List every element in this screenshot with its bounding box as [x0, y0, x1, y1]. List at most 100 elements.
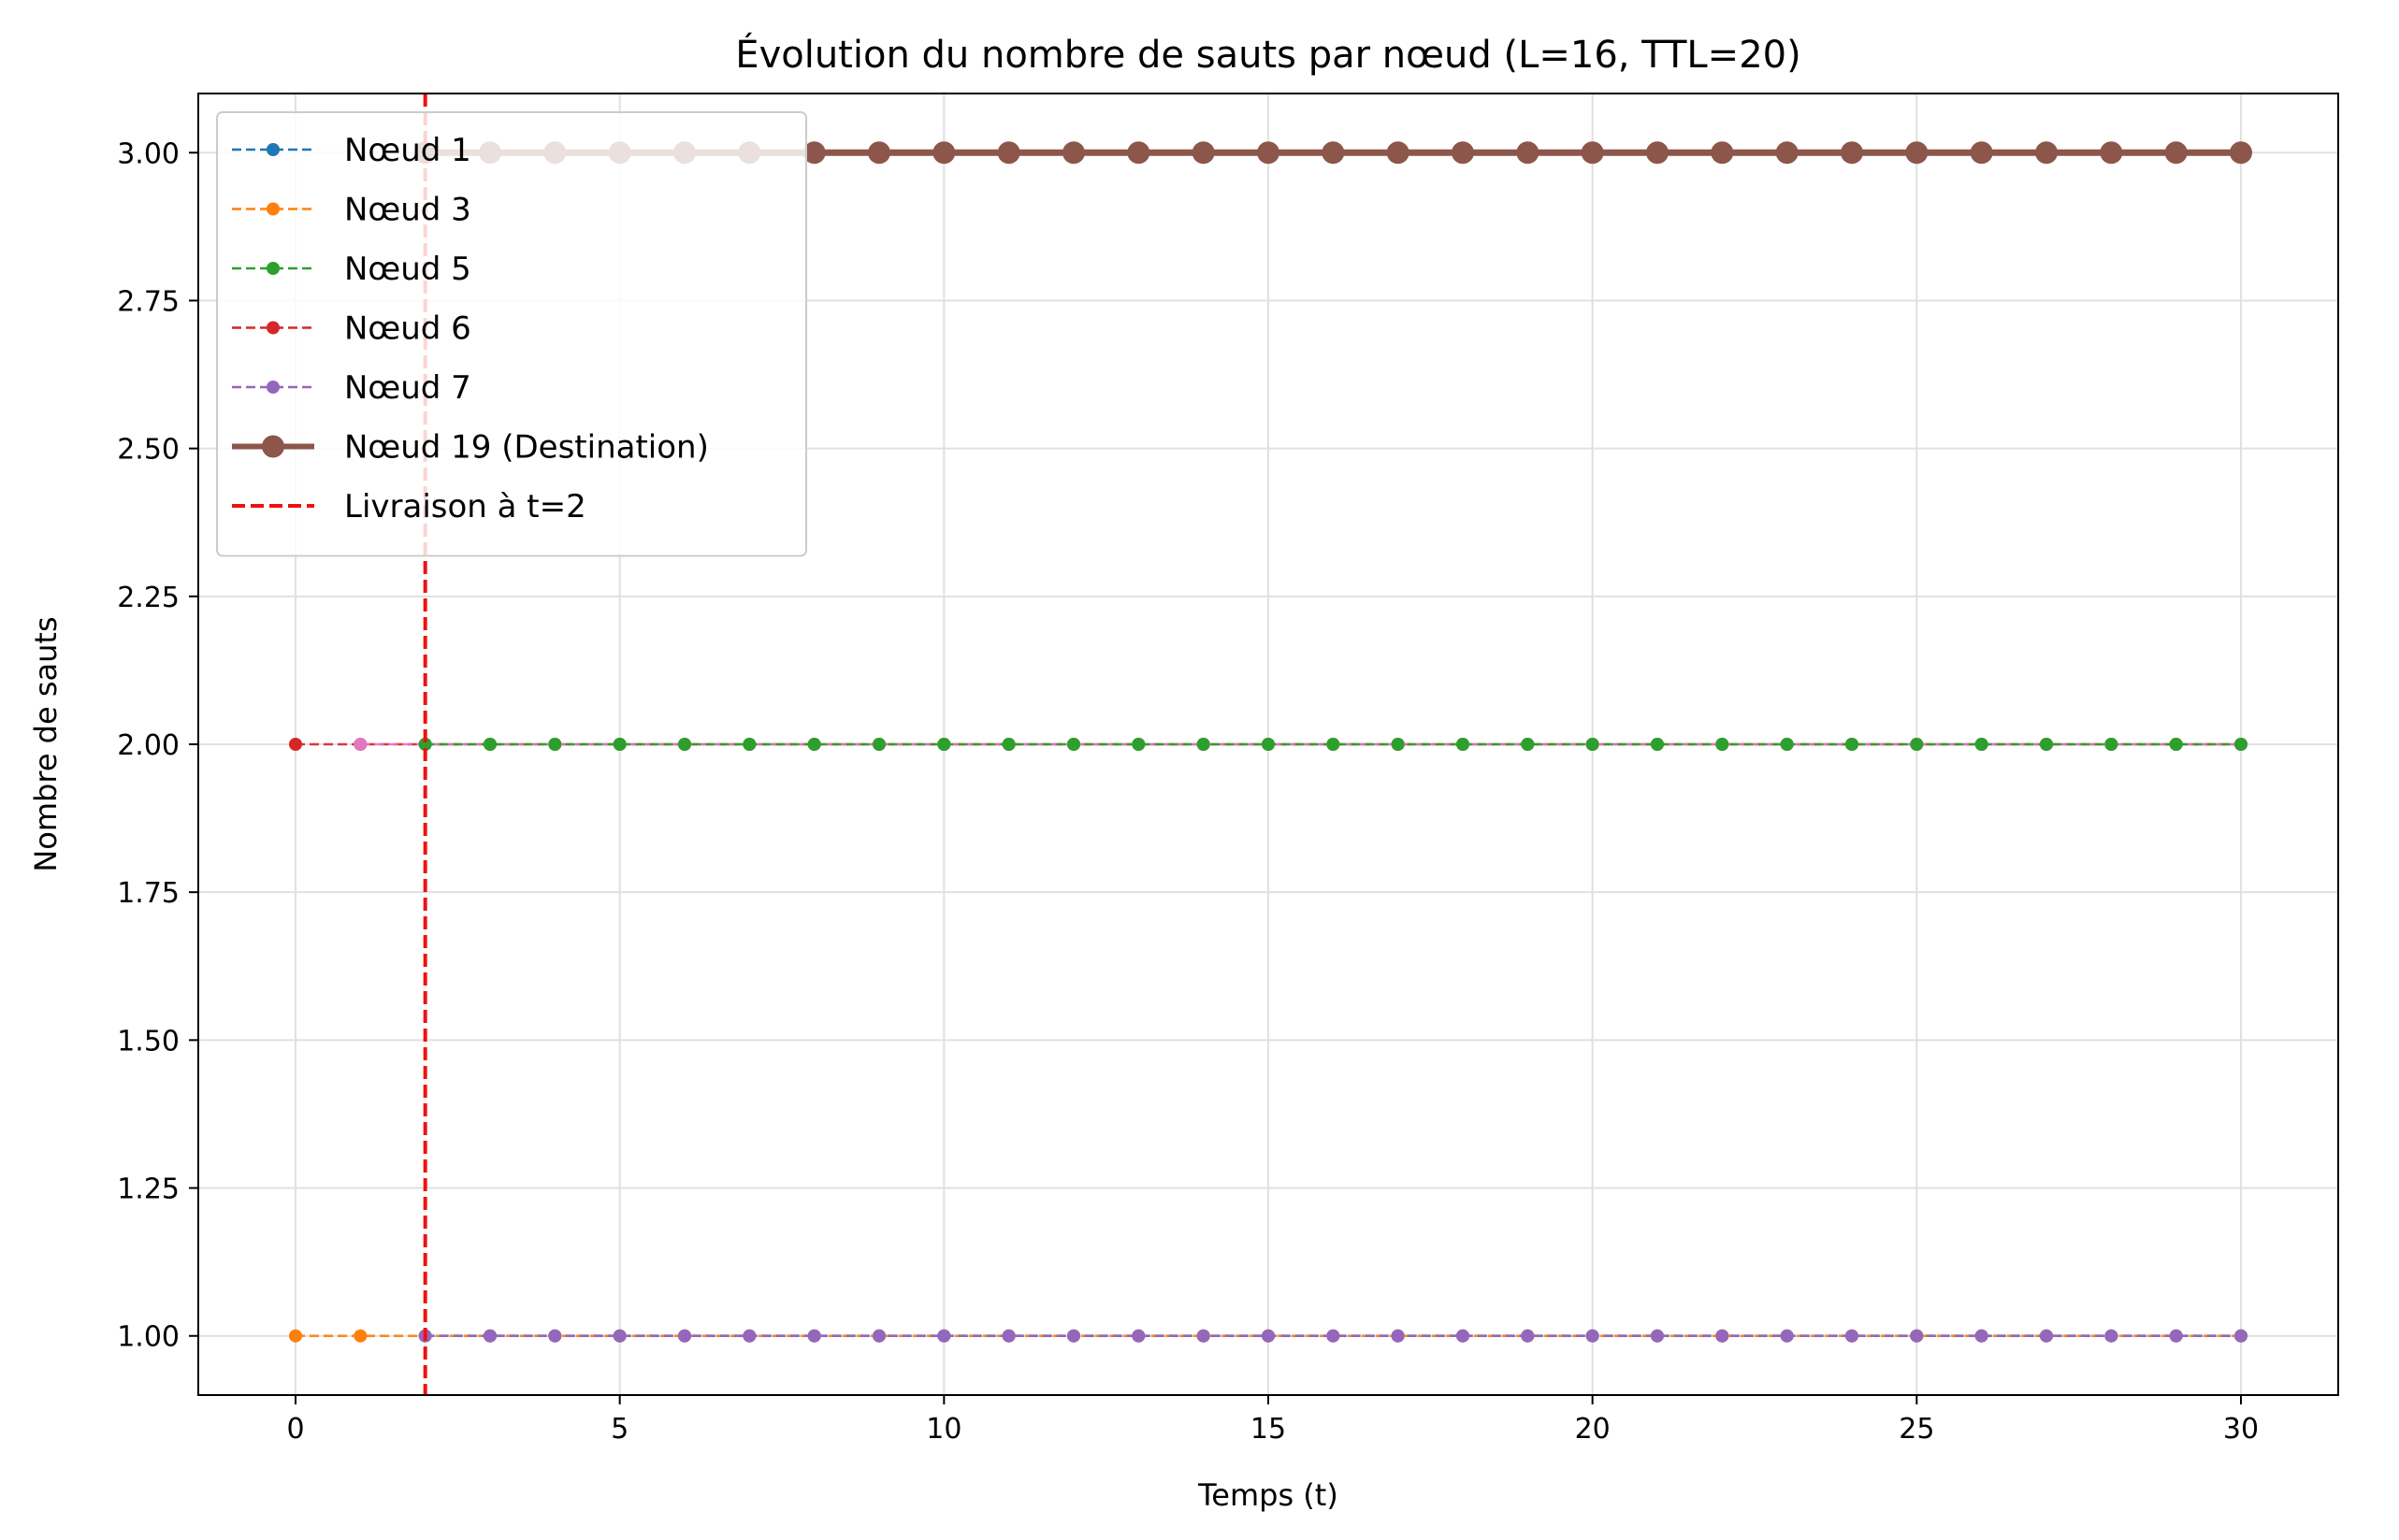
data-point [1196, 1329, 1210, 1343]
data-point [802, 141, 826, 165]
plot-series [289, 141, 2252, 1343]
legend-swatch-marker [262, 435, 284, 458]
data-point [1062, 141, 1085, 165]
x-tick-label: 20 [1575, 1413, 1611, 1446]
data-point [1067, 738, 1080, 751]
data-point [743, 1329, 757, 1343]
data-point [2035, 141, 2058, 165]
data-point [1516, 141, 1539, 165]
y-axis-label: Nombre de sauts [28, 616, 64, 871]
data-point [1910, 738, 1924, 751]
data-point [1391, 738, 1405, 751]
data-point [2040, 738, 2053, 751]
legend-label: Livraison à t=2 [344, 488, 586, 525]
legend-entry: Nœud 1 [232, 132, 471, 169]
y-tick-label: 1.75 [117, 877, 180, 910]
data-point [1780, 1329, 1794, 1343]
data-point [289, 738, 302, 751]
legend-box [216, 111, 807, 557]
data-point [2169, 1329, 2183, 1343]
data-point [807, 1329, 821, 1343]
data-point [2169, 738, 2183, 751]
data-point [484, 738, 497, 751]
data-point [1386, 141, 1409, 165]
data-point [678, 1329, 691, 1343]
x-tick-label: 5 [611, 1413, 629, 1446]
legend-label: Nœud 7 [344, 369, 471, 407]
legend-label: Nœud 19 (Destination) [344, 429, 709, 467]
data-point [1132, 738, 1146, 751]
data-point [1845, 738, 1858, 751]
data-point [1646, 141, 1669, 165]
data-point [1322, 141, 1345, 165]
data-point [1391, 1329, 1405, 1343]
data-point [1651, 1329, 1664, 1343]
x-tick-label: 10 [926, 1413, 961, 1446]
data-point [997, 141, 1020, 165]
data-point [418, 738, 432, 751]
data-point [1262, 1329, 1275, 1343]
data-point [1905, 141, 1929, 165]
data-point [937, 738, 951, 751]
data-point [873, 738, 886, 751]
data-point [2234, 738, 2247, 751]
x-axis-label: Temps (t) [1197, 1477, 1338, 1513]
data-point [1002, 738, 1016, 751]
data-point [2104, 738, 2118, 751]
data-point [354, 1329, 368, 1343]
data-point [1002, 1329, 1016, 1343]
legend-label: Nœud 6 [344, 310, 471, 348]
data-point [1780, 738, 1794, 751]
axis-ticks: 0 5 10 15 20 25 30 1.00 1.25 1.50 1.75 2.00 2.25 2.50… [117, 137, 2259, 1446]
data-point [2104, 1329, 2118, 1343]
data-point [1192, 141, 1215, 165]
legend-swatch-marker [267, 321, 280, 335]
data-point [1452, 141, 1474, 165]
data-point [1326, 1329, 1340, 1343]
data-point [1775, 141, 1799, 165]
data-point [1651, 738, 1664, 751]
data-point [932, 141, 956, 165]
legend-swatch-marker [267, 202, 280, 216]
data-point [1711, 141, 1734, 165]
y-tick-label: 2.00 [117, 729, 180, 762]
data-point [1127, 141, 1150, 165]
x-tick-label: 0 [286, 1413, 304, 1446]
y-tick-label: 3.00 [117, 137, 180, 170]
data-point [548, 738, 562, 751]
data-point [1326, 738, 1340, 751]
data-point [1132, 1329, 1146, 1343]
legend-entry: Nœud 6 [232, 310, 471, 348]
data-point [807, 738, 821, 751]
data-point [2234, 1329, 2247, 1343]
data-point [1196, 738, 1210, 751]
chart-title: Évolution du nombre de sauts par nœud (L… [735, 32, 1800, 77]
y-tick-label: 1.00 [117, 1321, 180, 1354]
x-tick-label: 15 [1250, 1413, 1286, 1446]
data-point [354, 738, 368, 751]
data-point [1585, 1329, 1599, 1343]
legend-swatch-marker [267, 143, 280, 156]
legend-entry: Nœud 5 [232, 251, 471, 288]
data-point [289, 1329, 302, 1343]
data-point [1715, 1329, 1729, 1343]
data-point [2040, 1329, 2053, 1343]
y-tick-label: 2.50 [117, 434, 180, 467]
legend: Nœud 1 Nœud 3 Nœud 5 Nœud 6 Nœud 7 Nœud 19 (D… [216, 111, 807, 557]
data-point [613, 1329, 627, 1343]
data-point [1456, 738, 1469, 751]
data-point [548, 1329, 562, 1343]
data-point [868, 141, 890, 165]
legend-entry: Nœud 7 [232, 369, 471, 407]
legend-label: Nœud 5 [344, 251, 471, 288]
data-point [2164, 141, 2188, 165]
data-point [484, 1329, 497, 1343]
data-point [1521, 738, 1535, 751]
data-point [678, 738, 691, 751]
y-tick-label: 2.75 [117, 285, 180, 318]
legend-entry: Nœud 19 (Destination) [232, 429, 709, 467]
data-point [1974, 1329, 1988, 1343]
data-point [937, 1329, 951, 1343]
series-n-ud-5 [418, 738, 2247, 751]
data-point [1585, 738, 1599, 751]
